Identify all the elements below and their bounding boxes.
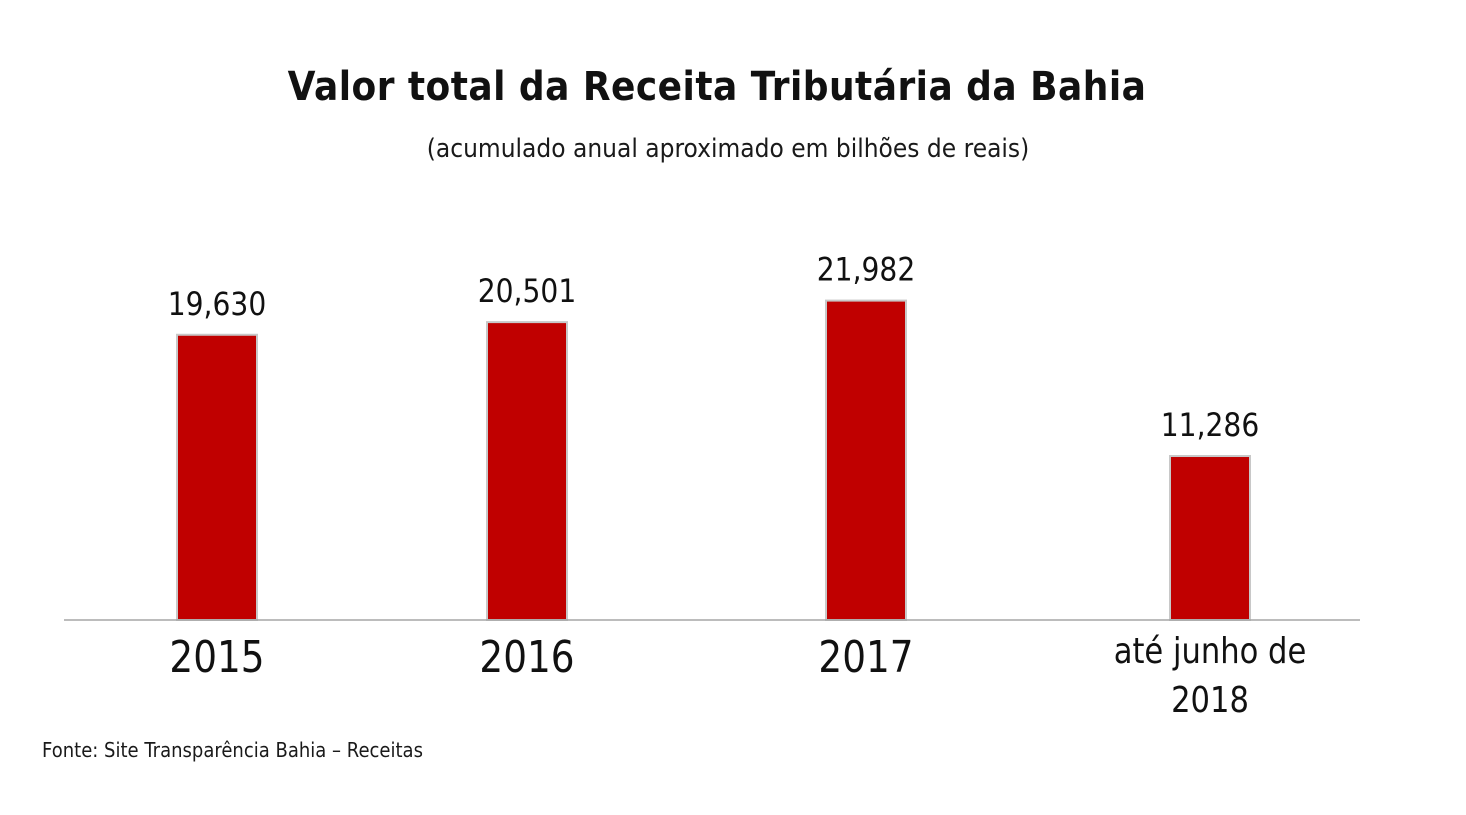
category-label-4: até junho de 2018 bbox=[1114, 630, 1307, 721]
value-label-3: 21,982 bbox=[817, 252, 915, 289]
value-label-1: 19,630 bbox=[168, 286, 266, 323]
value-label-2: 20,501 bbox=[478, 273, 576, 310]
category-label-line: 2015 bbox=[169, 631, 264, 683]
source-note: Fonte: Site Transparência Bahia – Receit… bbox=[42, 738, 423, 762]
bars-layer bbox=[176, 299, 1251, 622]
bar-4 bbox=[1169, 455, 1251, 622]
chart-subtitle: (acumulado anual aproximado em bilhões d… bbox=[426, 134, 1030, 164]
value-labels-layer: 19,630 20,501 21,982 11,286 bbox=[168, 252, 1259, 445]
category-label-2: 2016 bbox=[479, 631, 574, 683]
category-label-line: 2016 bbox=[479, 631, 574, 683]
category-label-line: 2017 bbox=[818, 631, 913, 683]
category-label-3: 2017 bbox=[818, 631, 913, 683]
bar-3 bbox=[825, 299, 907, 621]
category-label-line: até junho de bbox=[1114, 630, 1307, 672]
value-label-4: 11,286 bbox=[1161, 407, 1259, 444]
category-labels-layer: 2015 2016 2017 até junho de 2018 bbox=[169, 630, 1306, 721]
bar-2 bbox=[486, 321, 568, 621]
category-label-line: 2018 bbox=[1171, 679, 1249, 721]
chart-title: Valor total da Receita Tributária da Bah… bbox=[287, 64, 1147, 110]
category-label-1: 2015 bbox=[169, 631, 264, 683]
bar-1 bbox=[176, 333, 258, 621]
